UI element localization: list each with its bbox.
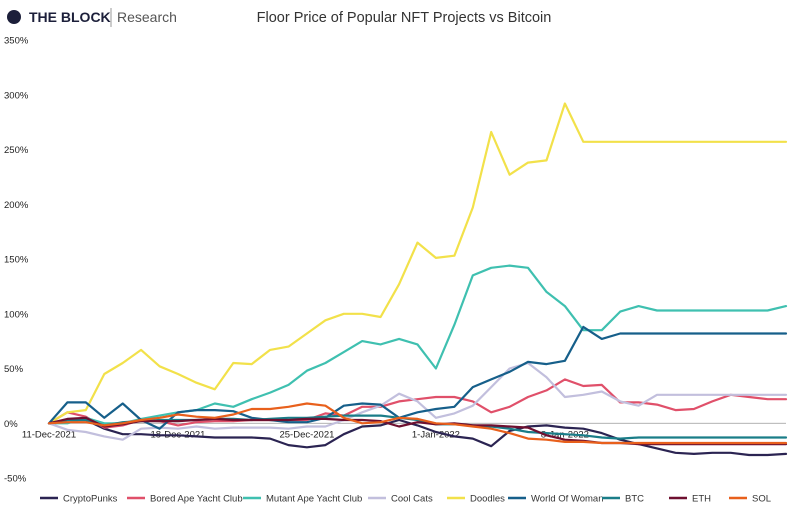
y-tick-label: -50% xyxy=(4,474,27,485)
series-line-world-of-woman xyxy=(47,325,788,430)
legend-label: Cool Cats xyxy=(391,494,433,505)
legend-label: BTC xyxy=(625,494,644,505)
series-line-bored-ape-yacht-club xyxy=(47,378,788,429)
legend-label: Bored Ape Yacht Club xyxy=(150,494,243,505)
x-tick-label: 1-Jan-2022 xyxy=(412,429,460,440)
y-tick-label: 300% xyxy=(4,90,29,101)
series-lines xyxy=(47,102,788,457)
brand-logo-icon xyxy=(7,10,21,24)
y-tick-label: 200% xyxy=(4,200,29,211)
y-tick-label: 250% xyxy=(4,145,29,156)
legend: CryptoPunks Bored Ape Yacht Club Mutant Ap… xyxy=(40,494,771,505)
series-line-sol xyxy=(47,402,788,445)
brand-suffix: Research xyxy=(117,9,177,25)
x-tick-label: 25-Dec-2021 xyxy=(279,429,334,440)
brand-name: THE BLOCK xyxy=(29,9,111,25)
brand-logo: THE BLOCK Research xyxy=(7,8,177,27)
x-tick-label: 11-Dec-2021 xyxy=(22,429,76,440)
series-line-doodles xyxy=(47,102,788,425)
series-line-cryptopunks xyxy=(47,418,788,457)
series-line-cool-cats xyxy=(47,361,788,441)
series-line-mutant-ape-yacht-club xyxy=(47,264,788,425)
legend-label: ETH xyxy=(692,494,711,505)
y-tick-label: 350% xyxy=(4,36,29,47)
legend-label: SOL xyxy=(752,494,771,505)
y-tick-label: 100% xyxy=(4,309,29,320)
y-tick-label: 150% xyxy=(4,255,29,266)
legend-label: World Of Woman xyxy=(531,494,604,505)
y-tick-label: 0% xyxy=(4,419,18,430)
chart-title: Floor Price of Popular NFT Projects vs B… xyxy=(257,10,552,26)
legend-label: Mutant Ape Yacht Club xyxy=(266,494,362,505)
legend-label: CryptoPunks xyxy=(63,494,118,505)
y-tick-label: 50% xyxy=(4,364,24,375)
legend-label: Doodles xyxy=(470,494,505,505)
